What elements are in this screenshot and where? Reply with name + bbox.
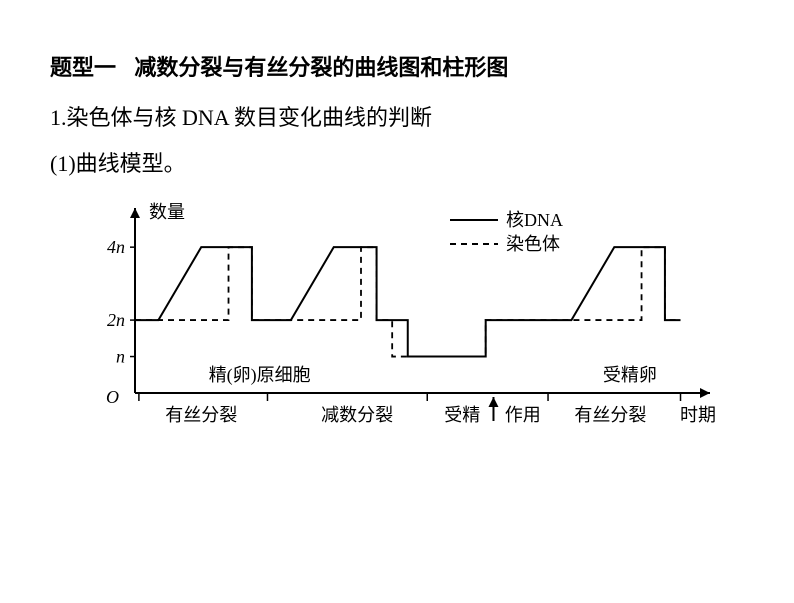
svg-text:时期: 时期 (680, 405, 716, 425)
title-text: 减数分裂与有丝分裂的曲线图和柱形图 (134, 55, 508, 80)
svg-text:有丝分裂: 有丝分裂 (165, 405, 237, 425)
svg-text:n: n (116, 347, 125, 367)
svg-text:4n: 4n (107, 237, 125, 257)
svg-text:受精卵: 受精卵 (603, 365, 657, 385)
title-prefix: 题型一 (50, 55, 116, 80)
section-title: 题型一 减数分裂与有丝分裂的曲线图和柱形图 (50, 50, 744, 82)
svg-text:2n: 2n (107, 310, 125, 330)
svg-text:O: O (106, 387, 119, 407)
svg-text:受精: 受精 (444, 405, 480, 425)
svg-text:数量: 数量 (149, 202, 185, 222)
chart-container: 4n 2n nO 数量时期 核DNA 染色体精(卵)原细胞 受精卵有丝分裂 减数分裂 受精 作用 有… (80, 198, 720, 458)
svg-text:减数分裂: 减数分裂 (321, 405, 393, 425)
svg-text:染色体: 染色体 (506, 234, 560, 254)
svg-text:作用: 作用 (505, 405, 541, 425)
chart-svg: 4n 2n nO 数量时期 核DNA 染色体精(卵)原细胞 受精卵有丝分裂 减数分裂 受精 作用 有… (80, 198, 720, 458)
svg-text:有丝分裂: 有丝分裂 (574, 405, 646, 425)
subheading-1: 1.染色体与核 DNA 数目变化曲线的判断 (50, 100, 744, 132)
svg-text:核DNA: 核DNA (506, 210, 563, 230)
svg-text:精(卵)原细胞: 精(卵)原细胞 (209, 365, 311, 386)
subheading-2: (1)曲线模型。 (50, 146, 744, 178)
